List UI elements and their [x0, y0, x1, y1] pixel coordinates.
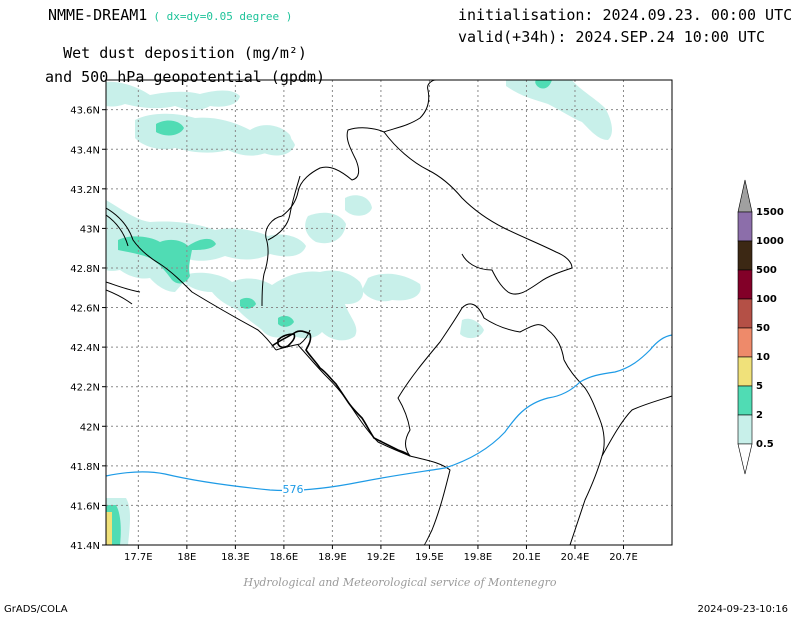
legend-swatch — [737, 269, 753, 300]
geopotential-contour-576 — [105, 334, 673, 492]
legend-label: 10 — [756, 352, 770, 363]
lon-tick-label: 20.4E — [561, 552, 590, 563]
grid-lines — [106, 80, 672, 545]
legend-label: 1500 — [756, 207, 784, 218]
legend-arrow-bottom — [737, 443, 753, 475]
lon-tick-label: 18E — [177, 552, 196, 563]
axis-ticks: 17.7E 18E 18.3E 18.6E 18.9E 19.2E 19.5E 19.8E 20… — [70, 106, 638, 563]
coastline — [271, 330, 411, 457]
lon-tick-label: 19.8E — [464, 552, 493, 563]
legend-swatch — [737, 356, 753, 387]
lat-tick-label: 42.2N — [70, 383, 100, 394]
lon-tick-label: 18.9E — [318, 552, 347, 563]
legend-swatch — [737, 211, 753, 242]
title-line-2: and 500 hPa geopotential (gpdm) — [45, 68, 325, 86]
contour-label: 576 — [283, 483, 304, 496]
lon-tick-label: 20.1E — [512, 552, 541, 563]
lon-tick-label: 18.3E — [221, 552, 250, 563]
lat-tick-label: 43.2N — [70, 185, 100, 196]
lon-tick-label: 17.7E — [124, 552, 153, 563]
lat-tick-label: 43N — [80, 224, 100, 235]
lat-tick-label: 42.8N — [70, 264, 100, 275]
lat-tick-label: 42.4N — [70, 343, 100, 354]
legend-swatch — [737, 385, 753, 416]
yellow-patch — [106, 512, 112, 545]
legend-label: 0.5 — [756, 439, 774, 450]
lat-tick-label: 43.6N — [70, 106, 100, 117]
legend-label: 50 — [756, 323, 770, 334]
lon-tick-label: 19.5E — [415, 552, 444, 563]
legend-swatch — [737, 327, 753, 358]
legend-label: 100 — [756, 294, 777, 305]
resolution-note: ( dx=dy=0.05 degree ) — [153, 10, 293, 23]
variable-title: Wet dust deposition (mg/m²) and 500 hPa … — [40, 41, 330, 89]
lon-tick-label: 19.2E — [367, 552, 396, 563]
contour-label-bg — [282, 483, 304, 495]
lat-tick-label: 41.4N — [70, 541, 100, 552]
lat-tick-label: 41.8N — [70, 462, 100, 473]
legend-colorbar: 1500 1000 500 100 50 10 5 2 0.5 — [737, 179, 784, 475]
lat-tick-label: 42.6N — [70, 304, 100, 315]
legend-swatch — [737, 240, 753, 271]
map-frame — [105, 79, 673, 546]
legend-swatch — [737, 414, 753, 445]
agency-credit: Hydrological and Meteorological service … — [243, 576, 557, 589]
software-label: GrADS/COLA — [4, 604, 68, 615]
legend-label: 500 — [756, 265, 777, 276]
render-timestamp: 2024-09-23-10:16 — [697, 604, 788, 615]
lon-tick-label: 20.7E — [609, 552, 638, 563]
title-line-1: Wet dust deposition (mg/m²) — [63, 44, 307, 62]
deposition-shading — [106, 80, 612, 545]
legend-label: 2 — [756, 410, 763, 421]
lat-tick-label: 41.6N — [70, 501, 100, 512]
initialisation-time: initialisation: 2024.09.23. 00:00 UTC — [458, 6, 793, 24]
legend-swatch — [737, 298, 753, 329]
valid-time: valid(+34h): 2024.SEP.24 10:00 UTC — [458, 28, 766, 46]
model-title: NMME-DREAM1 ( dx=dy=0.05 degree ) — [48, 6, 292, 24]
lat-tick-label: 43.4N — [70, 145, 100, 156]
legend-arrow-top — [737, 179, 753, 213]
model-name: NMME-DREAM1 — [48, 6, 148, 24]
borders — [106, 80, 672, 545]
legend-label: 5 — [756, 381, 763, 392]
legend-label: 1000 — [756, 236, 784, 247]
lon-tick-label: 18.6E — [270, 552, 299, 563]
lat-tick-label: 42N — [80, 422, 100, 433]
